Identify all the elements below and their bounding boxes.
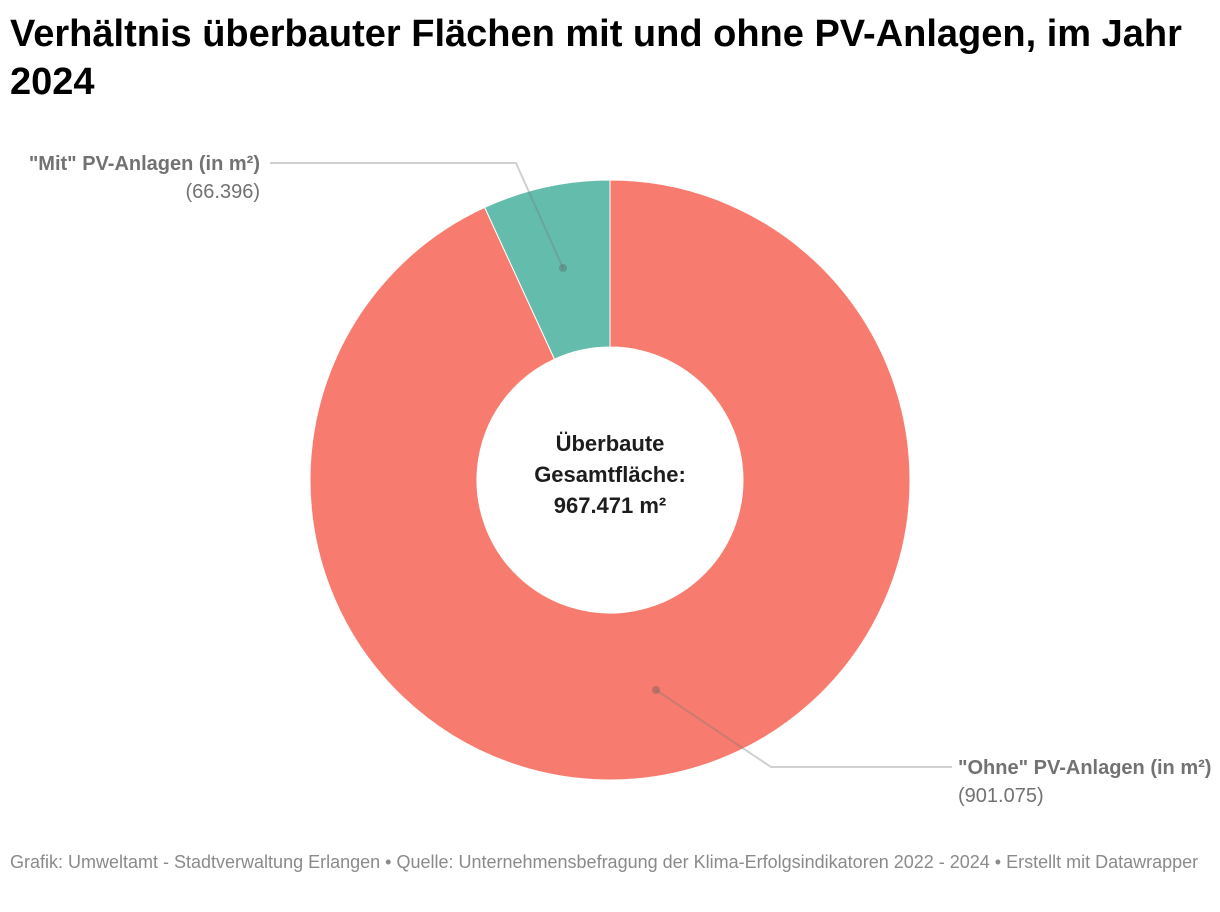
chart-title: Verhältnis überbauter Flächen mit und oh… <box>10 13 1182 103</box>
center-label: Überbaute Gesamtfläche: 967.471 m² <box>480 428 740 521</box>
donut-slice-ohne <box>309 179 911 781</box>
slice-label-mit-name: "Mit" PV-Anlagen (in m²) <box>28 153 260 175</box>
leader-line-ohne <box>655 689 952 768</box>
slice-label-mit: "Mit" PV-Anlagen (in m²) (66.396) <box>0 150 260 206</box>
center-label-line2: Gesamtfläche: <box>534 462 686 487</box>
footer-credits: Grafik: Umweltamt - Stadtverwaltung Erla… <box>10 852 1199 872</box>
leader-dot-mit <box>559 264 567 272</box>
slice-label-ohne: "Ohne" PV-Anlagen (in m²) (901.075) <box>958 754 1218 810</box>
leader-line-mit <box>270 162 564 269</box>
slice-label-ohne-name: "Ohne" PV-Anlagen (in m²) <box>958 757 1212 779</box>
center-label-line3: 967.471 m² <box>553 493 667 518</box>
leader-dot-ohne <box>652 686 660 694</box>
slice-label-ohne-value: (901.075) <box>958 785 1044 807</box>
slice-label-mit-value: (66.396) <box>185 181 261 203</box>
center-label-line1: Überbaute <box>555 431 665 456</box>
